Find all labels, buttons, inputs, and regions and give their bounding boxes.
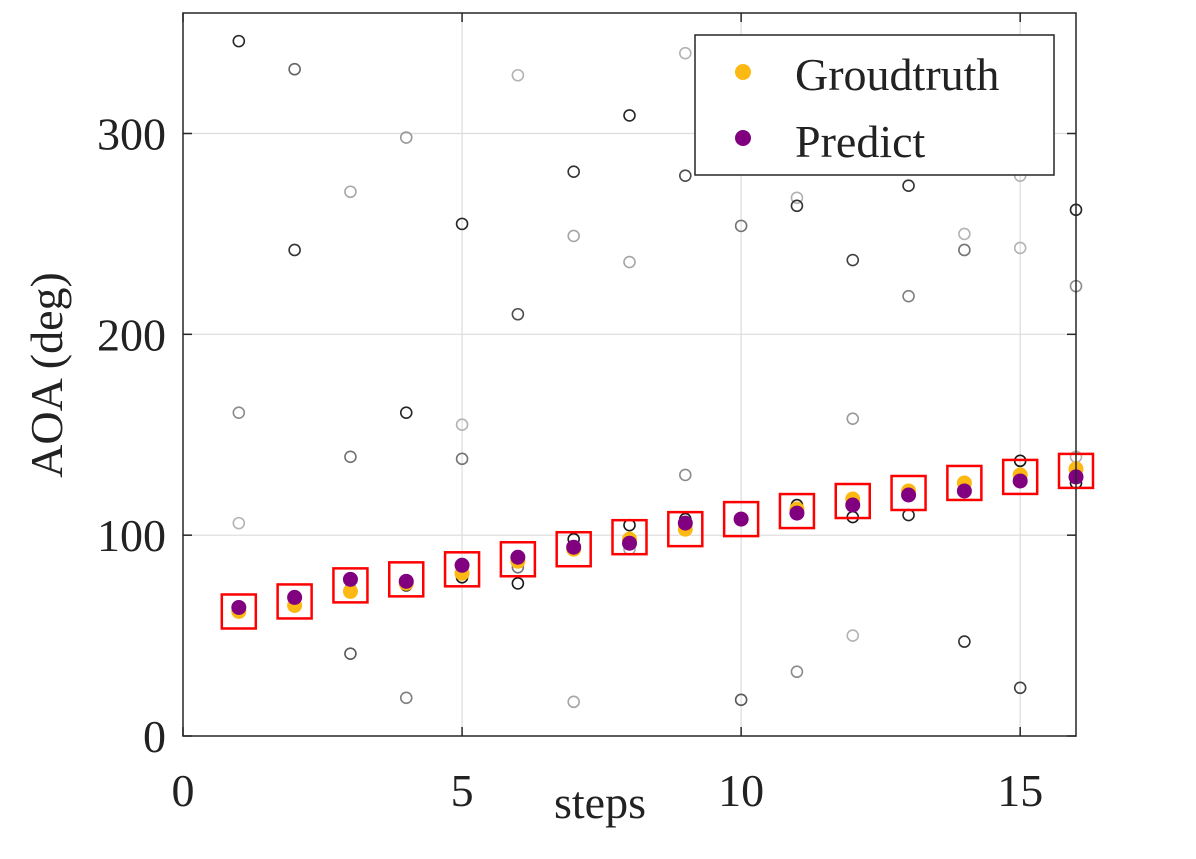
highlight-box (332, 567, 369, 604)
predict-point (622, 535, 637, 551)
legend-label-groundtruth: Groudtruth (795, 49, 999, 100)
candidate-point (1013, 681, 1027, 695)
highlight-box (890, 474, 927, 512)
candidate-point (902, 289, 915, 303)
candidate-point (511, 307, 525, 321)
candidate-point (734, 219, 748, 233)
legend-box (694, 34, 1055, 176)
candidate-point (679, 169, 692, 182)
highlight-box (555, 530, 592, 568)
candidate-point (1013, 241, 1027, 255)
predict-point (789, 505, 805, 521)
highlight-box (722, 500, 760, 538)
candidate-point (958, 635, 971, 648)
x-tick-label: 5 (451, 765, 474, 816)
highlight-box (667, 510, 704, 548)
predict-point (287, 589, 303, 605)
x-tick-label: 15 (997, 765, 1043, 816)
candidate-point (846, 629, 860, 642)
candidate-point (455, 452, 469, 466)
x-axis-label: steps (554, 777, 646, 828)
candidate-point (399, 691, 413, 705)
predict-point (677, 515, 693, 531)
series-markers (231, 461, 1084, 619)
candidate-point (734, 693, 748, 707)
legend-marker-groundtruth (735, 64, 751, 80)
x-tick-label: 10 (718, 765, 764, 816)
candidate-point (567, 229, 580, 243)
candidate-point (288, 243, 301, 257)
candidate-point (399, 406, 413, 419)
candidate-point (623, 109, 636, 122)
candidate-point (679, 46, 692, 60)
candidate-point (511, 577, 525, 590)
y-tick-label: 200 (97, 309, 166, 360)
legend-marker-predict (735, 130, 751, 146)
candidate-point (958, 243, 971, 257)
predict-point (342, 571, 358, 587)
highlight-box (443, 551, 481, 588)
predict-point (510, 549, 526, 565)
plot-frame (182, 12, 1077, 737)
candidate-point (790, 665, 804, 679)
candidate-point (399, 131, 413, 144)
y-tick-label: 300 (97, 109, 166, 160)
candidate-point (344, 450, 357, 464)
highlight-box (1001, 458, 1039, 496)
candidate-point (344, 647, 357, 660)
highlight-box (499, 541, 537, 578)
highlight-box (611, 518, 648, 556)
highlight-box (946, 464, 983, 502)
candidate-point (511, 68, 525, 82)
predict-point (454, 557, 470, 573)
predict-point (398, 573, 414, 589)
predict-point (956, 483, 972, 499)
candidate-point (902, 179, 915, 193)
candidate-point (455, 217, 469, 231)
candidate-point (288, 62, 301, 76)
predict-point (1012, 473, 1028, 489)
candidate-point (623, 255, 636, 269)
candidate-point (344, 185, 357, 199)
legend-label-predict: Predict (795, 116, 926, 167)
candidate-point (958, 227, 971, 241)
y-axis-label: AOA (deg) (21, 272, 72, 478)
candidate-point (790, 191, 804, 205)
y-tick-label: 0 (143, 711, 166, 762)
axis-ticks: 0 5 10 15 0 100 200 300 (97, 13, 1076, 816)
highlight-box (778, 492, 816, 530)
candidate-point (567, 695, 580, 709)
predict-point (566, 539, 582, 555)
x-tick-label: 0 (172, 765, 195, 816)
predict-point (901, 487, 917, 503)
predict-point (845, 497, 861, 513)
predict-point (231, 599, 247, 615)
y-tick-label: 100 (97, 510, 166, 561)
candidate-point (790, 199, 804, 213)
candidate-point (846, 412, 860, 425)
highlight-box (276, 583, 313, 620)
candidate-point (232, 516, 246, 530)
candidate-point (567, 165, 580, 178)
highlight-box (388, 561, 425, 598)
candidate-point (455, 418, 469, 432)
candidate-point (232, 406, 246, 419)
candidate-point (846, 253, 860, 267)
predict-point (733, 511, 749, 527)
highlight-box (834, 482, 871, 520)
highlight-box (220, 593, 258, 630)
candidate-point (232, 34, 246, 48)
candidate-point (679, 468, 692, 482)
legend: Groudtruth Predict (694, 34, 1055, 176)
groundtruth-point (342, 583, 358, 599)
